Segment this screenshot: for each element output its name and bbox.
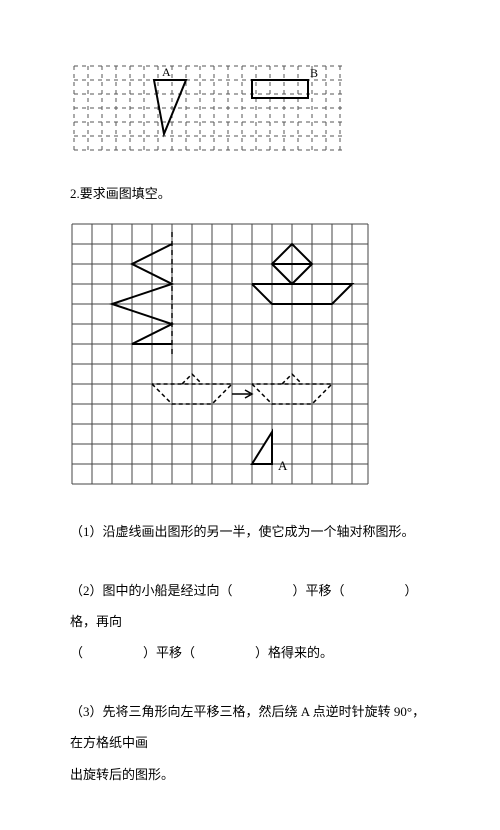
figure-1-svg: A B: [70, 60, 350, 156]
bottom-triangle: [252, 432, 272, 464]
sub-q2-text6: ）格得来的。: [255, 645, 333, 660]
arrow-icon: [232, 390, 252, 398]
label-b: B: [310, 66, 318, 80]
sub-q2-text5: ）平移（: [143, 645, 195, 660]
sub-q3-text1: （3）先将三角形向左平移三格，然后绕 A 点逆时针旋转 90°，在方格纸中画: [70, 704, 425, 750]
sub-q1: （1）沿虚线画出图形的另一半，使它成为一个轴对称图形。: [70, 516, 430, 547]
sub-q2-text4: （: [70, 645, 83, 660]
figure-2-svg: A: [70, 222, 370, 488]
triangle-shape: [154, 80, 186, 134]
label-a-bottom: A: [278, 458, 288, 473]
sub-q2-text1: （2）图中的小船是经过向（: [70, 583, 233, 598]
figure-2: A: [70, 222, 430, 488]
figure-1: A B: [70, 60, 430, 156]
boat-shape: [252, 244, 352, 304]
boat-dashed-path: [152, 374, 332, 404]
sub-q3: （3）先将三角形向左平移三格，然后绕 A 点逆时针旋转 90°，在方格纸中画 出…: [70, 696, 430, 790]
rect-shape: [252, 80, 308, 98]
sub-q3-text2: 出旋转后的图形。: [70, 767, 174, 782]
q2-title: 2.要求画图填空。: [70, 184, 430, 204]
star-half-solid: [112, 244, 172, 344]
sub-q2: （2）图中的小船是经过向（）平移（）格，再向 （）平移（）格得来的。: [70, 575, 430, 669]
label-a: A: [162, 65, 171, 79]
sub-q2-text2: ）平移（: [293, 583, 345, 598]
